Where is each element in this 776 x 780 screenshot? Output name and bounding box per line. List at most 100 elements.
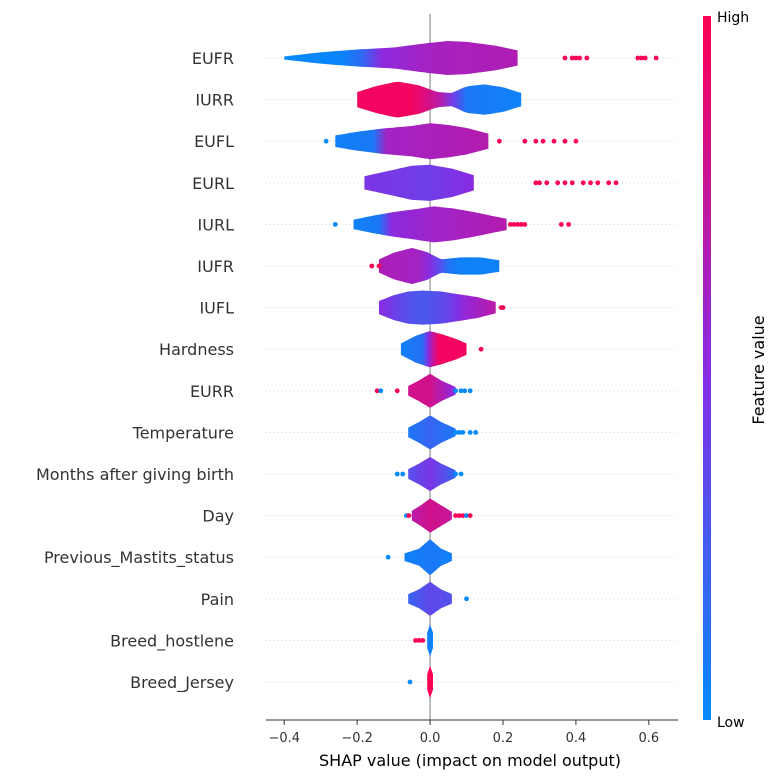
feature-label: EURL [192,174,234,193]
violin-iurr [357,81,522,118]
x-tick-label: 0.4 [566,731,587,746]
outlier-point [464,513,469,518]
feature-labels: EUFR IURR EUFL EURL IURL IUFR IUFL Hardness EURR… [36,49,234,693]
outlier-point [374,388,380,394]
outlier-point [323,138,329,144]
outlier-point [515,222,520,227]
outlier-point [467,430,473,435]
violin-months-after-giving-birth [408,457,456,491]
outlier-point [522,138,528,144]
colorbar-low-label: Low [717,715,745,731]
colorbar-high-label: High [717,10,749,26]
outlier-point [453,471,458,477]
outlier-point [639,55,644,61]
outlier-point [462,388,468,394]
outlier-point [518,222,524,227]
outlier-point [500,305,506,310]
outlier-point [562,180,568,186]
outlier-point [407,679,413,685]
feature-label: Pain [201,590,234,609]
colorbar: High Low Feature value [703,10,768,731]
feature-label: Previous_Mastits_status [44,548,234,568]
outlier-point [653,55,659,61]
outlier-point [613,180,619,186]
outlier-point [537,180,542,186]
x-axis: −0.4 −0.2 0.0 0.2 0.4 0.6 [266,719,678,746]
x-tick-label: 0.6 [638,731,659,746]
outlier-point [394,388,400,394]
outlier-point [460,430,466,435]
outlier-point [544,180,550,186]
outlier-point [467,513,473,518]
feature-label: Hardness [159,340,234,359]
outlier-point [569,55,575,61]
outlier-point [573,55,579,61]
feature-label: Breed_Jersey [130,673,234,693]
outlier-point [400,471,406,477]
violin-eurr [408,374,456,408]
x-tick-label: 0.2 [493,731,514,746]
feature-label: Months after giving birth [36,465,234,484]
outlier-point [413,638,418,643]
colorbar-gradient [703,16,711,720]
outlier-point [332,222,338,227]
outlier-point [595,180,601,186]
feature-label: IURL [198,215,235,234]
outlier-point [533,180,539,186]
outlier-point [566,222,572,227]
violin-breed-hostlene [427,624,433,657]
violin-previous-mastits-status [404,539,452,575]
outlier-point [577,55,582,61]
outlier-point [540,138,546,144]
outlier-point [456,430,462,435]
outlier-point [533,138,539,144]
outlier-point [369,263,375,269]
feature-label: IUFL [199,299,234,318]
outlier-point [558,222,564,227]
outlier-point [551,138,557,144]
outlier-point [460,513,466,518]
outlier-point [394,471,400,477]
outlier-point [562,55,568,61]
outlier-point [584,55,590,61]
x-tick-label: −0.4 [268,731,300,746]
outlier-point [453,388,458,394]
feature-label: EURR [190,382,234,401]
feature-label: Day [202,507,234,526]
violin-iufr [379,248,500,284]
outlier-point [453,513,458,518]
outlier-point [606,180,612,186]
outlier-point [453,430,458,435]
outlier-point [378,388,384,394]
outlier-point [416,638,422,643]
violin-temperature [408,415,456,450]
outlier-point [569,180,575,186]
feature-label: EUFL [194,132,234,151]
feature-label: Temperature [132,423,234,442]
violin-eufr [284,41,518,75]
violin-hardness [400,331,467,368]
feature-label: IUFR [197,257,234,276]
outlier-point [635,55,641,61]
feature-label: Breed_hostlene [110,631,234,651]
outlier-point [507,222,513,227]
outlier-point [464,596,469,602]
outlier-point [456,513,462,518]
outlier-point [420,638,426,643]
outlier-points [323,55,659,685]
outlier-point [478,346,484,352]
outlier-point [376,263,382,269]
outlier-point [511,222,517,227]
violin-eufl [335,123,489,160]
outlier-point [555,180,561,186]
outlier-point [385,554,391,560]
outlier-point [406,513,412,518]
feature-label: IURR [195,91,234,110]
outlier-point [588,180,593,186]
outlier-point [562,138,568,144]
outlier-point [573,138,579,144]
colorbar-title: Feature value [749,315,768,424]
outlier-point [580,180,586,186]
violins [284,41,522,699]
